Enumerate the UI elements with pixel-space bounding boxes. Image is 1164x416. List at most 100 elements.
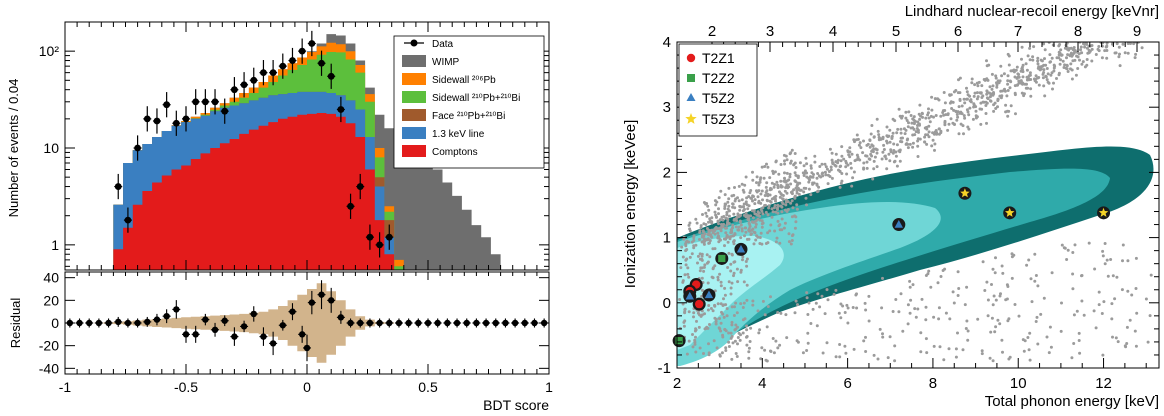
- background-event: [713, 247, 717, 251]
- background-event: [783, 159, 786, 163]
- background-event: [1134, 344, 1138, 348]
- background-event: [958, 97, 962, 101]
- background-event: [832, 292, 836, 296]
- background-event: [739, 205, 743, 209]
- background-event: [1073, 50, 1077, 54]
- background-event: [924, 305, 928, 309]
- background-event: [952, 108, 956, 112]
- background-event: [703, 232, 707, 236]
- background-event: [733, 186, 736, 189]
- background-event: [724, 231, 728, 235]
- background-event: [849, 161, 853, 165]
- data-point: [269, 69, 277, 77]
- background-event: [1080, 62, 1084, 66]
- background-event: [759, 357, 763, 361]
- background-event: [885, 125, 889, 129]
- residual-point: [124, 319, 132, 327]
- background-event: [729, 331, 733, 335]
- background-event: [740, 227, 744, 231]
- background-event: [1063, 63, 1067, 67]
- background-event: [778, 195, 782, 199]
- background-event: [854, 293, 858, 297]
- background-event: [848, 146, 852, 150]
- residual-point: [511, 319, 519, 327]
- background-event: [1037, 83, 1041, 87]
- background-event: [742, 280, 746, 284]
- background-event: [787, 240, 791, 244]
- background-event: [727, 331, 731, 335]
- background-event: [1031, 55, 1035, 59]
- background-event: [1125, 325, 1129, 329]
- legend-marker-t5z2: [686, 93, 696, 101]
- background-event: [734, 352, 738, 355]
- background-event: [848, 155, 852, 159]
- background-event: [1059, 58, 1062, 62]
- background-event: [1078, 58, 1081, 62]
- background-event: [1027, 348, 1031, 352]
- background-event: [805, 296, 809, 300]
- background-event: [686, 266, 690, 270]
- background-event: [947, 347, 951, 351]
- background-event: [1146, 340, 1150, 344]
- background-event: [820, 294, 824, 298]
- background-event: [752, 209, 756, 213]
- background-event: [996, 97, 1000, 101]
- background-event: [1006, 82, 1010, 86]
- background-event: [775, 236, 779, 240]
- background-event: [973, 91, 977, 95]
- background-event: [1017, 75, 1021, 79]
- background-event: [1135, 311, 1139, 315]
- background-event: [927, 124, 931, 128]
- background-event: [755, 190, 759, 194]
- background-event: [765, 198, 769, 202]
- background-event: [869, 152, 873, 156]
- background-event: [740, 229, 744, 233]
- background-event: [747, 218, 751, 222]
- background-event: [1144, 297, 1148, 301]
- marker-t2z2: [718, 254, 726, 263]
- background-event: [1073, 243, 1077, 247]
- background-event: [736, 336, 740, 339]
- background-event: [719, 302, 723, 306]
- background-event: [760, 346, 764, 350]
- background-event: [1029, 277, 1033, 281]
- background-event: [1134, 287, 1138, 290]
- background-event: [875, 165, 879, 169]
- background-event: [709, 233, 713, 237]
- background-event: [1117, 45, 1121, 49]
- background-event: [727, 204, 731, 208]
- background-event: [851, 176, 855, 180]
- background-event: [728, 237, 732, 241]
- background-event: [1105, 45, 1109, 49]
- background-event: [727, 251, 731, 255]
- background-event: [956, 91, 960, 95]
- data-point: [318, 59, 325, 67]
- background-event: [1027, 74, 1031, 78]
- background-event: [736, 228, 740, 232]
- background-event: [1111, 274, 1115, 278]
- background-event: [753, 202, 757, 206]
- background-event: [729, 262, 733, 266]
- background-event: [719, 280, 723, 284]
- background-event: [760, 225, 764, 229]
- residual-data-points: [65, 280, 549, 362]
- background-event: [1026, 336, 1030, 339]
- residual-point: [153, 316, 161, 323]
- background-event: [863, 301, 867, 305]
- background-event: [834, 152, 838, 156]
- background-event: [780, 217, 784, 221]
- background-event: [932, 315, 936, 319]
- background-event: [972, 102, 976, 106]
- background-event: [943, 101, 947, 105]
- background-event: [726, 221, 730, 225]
- background-event: [957, 105, 961, 109]
- background-event: [862, 339, 866, 343]
- background-event: [776, 207, 779, 211]
- legend-label-sidewall-210: Sidewall ²¹⁰Pb+²¹⁰Bi: [432, 93, 520, 104]
- background-event: [742, 301, 746, 305]
- background-event: [815, 176, 819, 180]
- background-event: [825, 288, 829, 292]
- background-event: [918, 117, 922, 121]
- background-event: [888, 335, 892, 339]
- background-event: [850, 184, 854, 188]
